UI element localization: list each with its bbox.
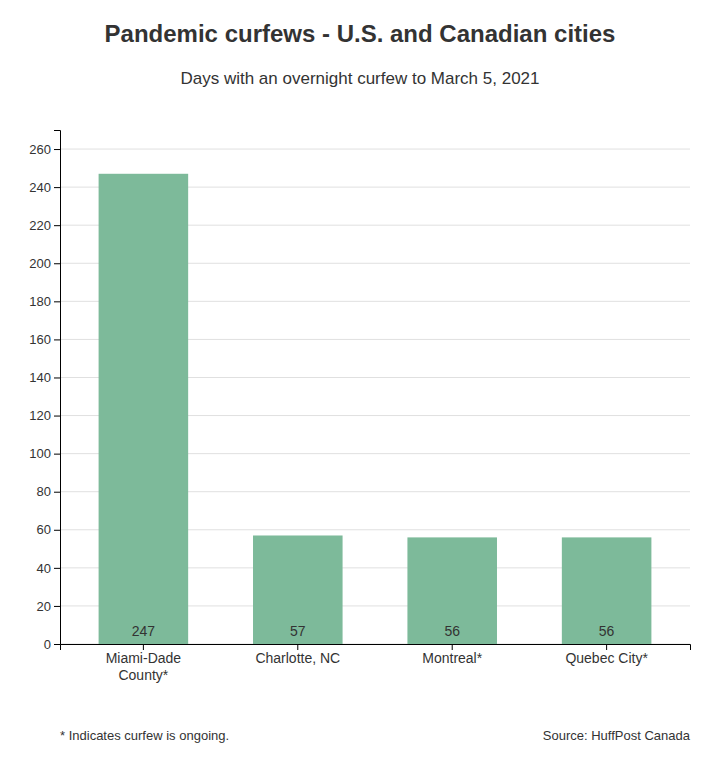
x-tick-label-line: Charlotte, NC: [255, 650, 340, 666]
y-tick-mark: [54, 263, 60, 264]
y-tick: 100: [29, 446, 60, 461]
x-axis: Miami-DadeCounty* Charlotte, NC Montreal* Q…: [61, 644, 691, 683]
y-tick-mark: [54, 568, 60, 569]
plot: 0 20 40 60 80 100 120 140 160 180 200 220 240 260 Miam…: [29, 131, 690, 683]
subtitle: Days with an overnight curfew to March 5…: [180, 69, 539, 88]
y-tick: 200: [29, 256, 60, 271]
y-tick-mark: [54, 416, 60, 417]
data-label: 56: [599, 623, 615, 639]
x-tick-label: Miami-DadeCounty*: [106, 650, 182, 683]
y-tick-mark: [54, 149, 60, 150]
y-tick: 160: [29, 332, 60, 347]
y-tick-label: 160: [29, 332, 51, 347]
bar: [253, 535, 343, 644]
x-tick-label-line: Montreal*: [422, 650, 482, 666]
y-tick-mark: [54, 606, 60, 607]
y-tick-label: 20: [37, 599, 51, 614]
footnote: Source: HuffPost Canada: [543, 728, 691, 743]
y-tick: 240: [29, 180, 60, 195]
bar: [562, 537, 652, 644]
y-tick-label: 180: [29, 294, 51, 309]
y-tick-label: 220: [29, 218, 51, 233]
y-tick-label: 80: [37, 484, 51, 499]
y-tick-mark: [54, 492, 60, 493]
grid: [60, 149, 690, 644]
y-axis: 0 20 40 60 80 100 120 140 160 180 200 220 240 260: [29, 131, 60, 652]
y-tick: 0: [44, 637, 60, 652]
y-tick: 40: [37, 561, 60, 576]
y-tick-label: 200: [29, 256, 51, 271]
data-label: 247: [132, 623, 156, 639]
bars: [99, 174, 652, 644]
bar: [407, 537, 497, 644]
y-tick: 20: [37, 599, 60, 614]
x-tick: Charlotte, NC: [255, 644, 340, 666]
y-tick: 80: [37, 484, 60, 499]
x-tick: Miami-DadeCounty*: [106, 644, 182, 683]
y-tick-label: 40: [37, 561, 51, 576]
y-tick-mark: [54, 339, 60, 340]
y-tick: 260: [29, 142, 60, 157]
y-axis-line: [54, 131, 61, 645]
y-tick: 60: [37, 522, 60, 537]
bar: [99, 174, 189, 644]
x-tick-label: Charlotte, NC: [255, 650, 340, 666]
x-tick: Montreal*: [422, 644, 482, 666]
y-tick-label: 0: [44, 637, 51, 652]
footnote: * Indicates curfew is ongoing.: [60, 728, 229, 743]
y-tick-mark: [54, 454, 60, 455]
chart: Pandemic curfews - U.S. and Canadian cit…: [0, 0, 720, 764]
y-tick: 220: [29, 218, 60, 233]
y-tick-label: 140: [29, 370, 51, 385]
x-tick-label: Quebec City*: [565, 650, 648, 666]
y-tick-mark: [54, 377, 60, 378]
data-label: 56: [444, 623, 460, 639]
y-tick-label: 60: [37, 522, 51, 537]
data-labels: 247 57 56 56: [132, 623, 615, 639]
y-tick-mark: [54, 644, 60, 645]
y-tick: 120: [29, 408, 60, 423]
x-tick-label-line: Miami-Dade: [106, 650, 182, 666]
y-tick: 180: [29, 294, 60, 309]
y-tick-label: 240: [29, 180, 51, 195]
y-tick: 140: [29, 370, 60, 385]
y-tick-mark: [54, 225, 60, 226]
y-tick-mark: [54, 530, 60, 531]
y-tick-label: 100: [29, 446, 51, 461]
x-tick: Quebec City*: [565, 644, 648, 666]
y-tick-mark: [54, 301, 60, 302]
x-tick-label: Montreal*: [422, 650, 482, 666]
data-label: 57: [290, 623, 306, 639]
title: Pandemic curfews - U.S. and Canadian cit…: [105, 20, 616, 47]
x-tick-label-line: County*: [118, 667, 168, 683]
y-tick-label: 120: [29, 408, 51, 423]
x-tick-label-line: Quebec City*: [565, 650, 648, 666]
grid-line: [60, 149, 690, 150]
y-tick-mark: [54, 187, 60, 188]
y-tick-label: 260: [29, 142, 51, 157]
